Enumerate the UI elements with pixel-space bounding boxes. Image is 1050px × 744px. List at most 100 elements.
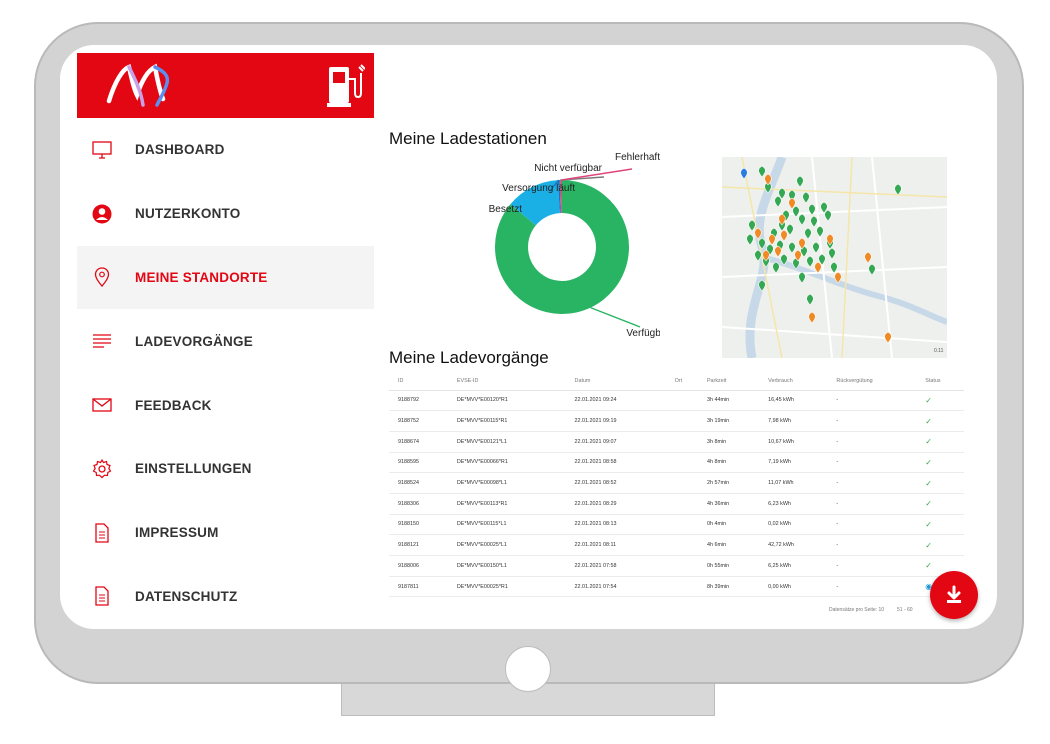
map-pin-green[interactable] <box>758 165 766 178</box>
map-pin-green[interactable] <box>806 255 814 268</box>
table-row[interactable]: 9188524 DE*MVV*E00098*L1 22.01.2021 08:52 2… <box>389 472 964 494</box>
table-row[interactable]: 9187811 DE*MVV*E00025*R1 22.01.2021 07:54 8… <box>389 576 964 598</box>
map-pin-green[interactable] <box>780 253 788 266</box>
cell-place <box>665 410 698 432</box>
stations-map[interactable]: 0.11 <box>722 157 947 358</box>
col-evse[interactable]: EVSE-ID <box>447 372 566 391</box>
map-pin-orange[interactable] <box>778 213 786 226</box>
cell-refund: - <box>827 410 917 432</box>
col-park[interactable]: Parkzeit <box>697 372 760 391</box>
map-pin-green[interactable] <box>778 187 786 200</box>
map-pins <box>740 165 902 344</box>
cell-park: 0h 4min <box>697 514 760 536</box>
map-pin-green[interactable] <box>818 253 826 266</box>
map-pin-orange[interactable] <box>798 237 806 250</box>
map-pin-blue[interactable] <box>740 167 748 180</box>
map-pin-orange[interactable] <box>762 249 770 262</box>
map-pin-orange[interactable] <box>764 173 772 186</box>
map-pin-green[interactable] <box>758 279 766 292</box>
map-pin-orange[interactable] <box>780 229 788 242</box>
map-pin-green[interactable] <box>792 205 800 218</box>
sidebar-item-feedback[interactable]: FEEDBACK <box>77 373 374 437</box>
table-row[interactable]: 9188674 DE*MVV*E00121*L1 22.01.2021 09:07 3… <box>389 431 964 453</box>
sidebar-item-label: LADEVORGÄNGE <box>135 333 253 349</box>
map-pin-orange[interactable] <box>808 311 816 324</box>
map-pin-green[interactable] <box>788 189 796 202</box>
table-row[interactable]: 9188121 DE*MVV*E00025*L1 22.01.2021 08:11 4… <box>389 534 964 556</box>
col-place[interactable]: Ort <box>665 372 698 391</box>
sidebar-item-label: EINSTELLUNGEN <box>135 461 252 477</box>
sidebar-item-ladevorgaenge[interactable]: LADEVORGÄNGE <box>77 309 374 373</box>
sidebar-item-einstellungen[interactable]: EINSTELLUNGEN <box>77 437 374 501</box>
cell-evse: DE*MVV*E00113*R1 <box>447 493 566 515</box>
sidebar-item-label: DASHBOARD <box>135 142 225 158</box>
map-pin-orange[interactable] <box>814 261 822 274</box>
donut-slice <box>510 180 560 226</box>
map-pin-green[interactable] <box>748 219 756 232</box>
map-pin-orange[interactable] <box>774 245 782 258</box>
map-pin-orange[interactable] <box>864 251 872 264</box>
map-pin-green[interactable] <box>820 201 828 214</box>
rows-per-page[interactable]: Datensätze pro Seite: 10 <box>829 607 885 613</box>
map-pin-green[interactable] <box>754 249 762 262</box>
sidebar-item-dashboard[interactable]: DASHBOARD <box>77 118 374 182</box>
map-pin-green[interactable] <box>810 215 818 228</box>
home-button <box>505 646 551 692</box>
map-pin-green[interactable] <box>746 233 754 246</box>
map-pin-orange[interactable] <box>768 233 776 246</box>
table-row[interactable]: 9188306 DE*MVV*E00113*R1 22.01.2021 08:29 4… <box>389 493 964 515</box>
map-pin-green[interactable] <box>772 261 780 274</box>
map-pin-green[interactable] <box>806 293 814 306</box>
map-pin-green[interactable] <box>788 241 796 254</box>
donut-slice <box>557 180 561 214</box>
col-status[interactable]: Status <box>916 372 964 391</box>
map-pin-green[interactable] <box>798 271 806 284</box>
col-id[interactable]: ID <box>389 372 448 391</box>
map-pin-orange[interactable] <box>794 249 802 262</box>
col-usage[interactable]: Verbrauch <box>759 372 828 391</box>
map-pin-green[interactable] <box>830 261 838 274</box>
map-pin-green[interactable] <box>804 227 812 240</box>
mvv-logo <box>106 63 170 107</box>
download-button[interactable] <box>930 571 978 619</box>
col-refund[interactable]: Rückvergütung <box>827 372 917 391</box>
cell-date: 22.01.2021 09:24 <box>565 390 666 412</box>
map-pin-green[interactable] <box>774 195 782 208</box>
cell-usage: 6,23 kWh <box>759 493 828 515</box>
cell-date: 22.01.2021 08:58 <box>565 452 666 474</box>
map-pin-green[interactable] <box>796 175 804 188</box>
sessions-table-container: ID EVSE-ID Datum Ort Parkzeit Verbrauch … <box>389 372 964 598</box>
sidebar-item-impressum[interactable]: IMPRESSUM <box>77 501 374 565</box>
map-pin-green[interactable] <box>758 237 766 250</box>
map-pin-green[interactable] <box>868 263 876 276</box>
table-row[interactable]: 9188595 DE*MVV*E00066*R1 22.01.2021 08:58 4… <box>389 452 964 474</box>
map-pin-orange[interactable] <box>834 271 842 284</box>
sidebar-item-meine-standorte[interactable]: MEINE STANDORTE <box>77 245 374 310</box>
table-row[interactable]: 9188150 DE*MVV*E00115*L1 22.01.2021 08:13 0… <box>389 514 964 536</box>
map-pin-green[interactable] <box>894 183 902 196</box>
map-pin-orange[interactable] <box>788 197 796 210</box>
map-pin-orange[interactable] <box>884 331 892 344</box>
cell-usage: 16,45 kWh <box>759 390 828 412</box>
map-pin-green[interactable] <box>812 241 820 254</box>
cell-date: 22.01.2021 08:29 <box>565 493 666 515</box>
table-row[interactable]: 9188752 DE*MVV*E00115*R1 22.01.2021 09:19 3… <box>389 410 964 432</box>
map-pin-green[interactable] <box>824 209 832 222</box>
col-date[interactable]: Datum <box>565 372 666 391</box>
sidebar-item-datenschutz[interactable]: DATENSCHUTZ <box>77 565 374 629</box>
table-row[interactable]: 9188006 DE*MVV*E00150*L1 22.01.2021 07:58 0… <box>389 555 964 577</box>
donut-leader-line <box>590 306 641 328</box>
map-pin-orange[interactable] <box>826 233 834 246</box>
map-pin-green[interactable] <box>816 225 824 238</box>
cell-evse: DE*MVV*E00115*L1 <box>447 514 566 536</box>
map-pin-green[interactable] <box>786 223 794 236</box>
map-pin-green[interactable] <box>802 191 810 204</box>
map-pin-green[interactable] <box>808 203 816 216</box>
cell-usage: 7,19 kWh <box>759 452 828 474</box>
map-pin-orange[interactable] <box>754 227 762 240</box>
table-row[interactable]: 9188792 DE*MVV*E00120*R1 22.01.2021 09:24 3… <box>389 390 964 412</box>
map-pin-green[interactable] <box>828 247 836 260</box>
donut-svg: Verfügbar Besetzt Versorgung läuft Nicht ve… <box>489 152 671 339</box>
sidebar-item-nutzerkonto[interactable]: NUTZERKONTO <box>77 182 374 246</box>
map-pin-green[interactable] <box>798 213 806 226</box>
